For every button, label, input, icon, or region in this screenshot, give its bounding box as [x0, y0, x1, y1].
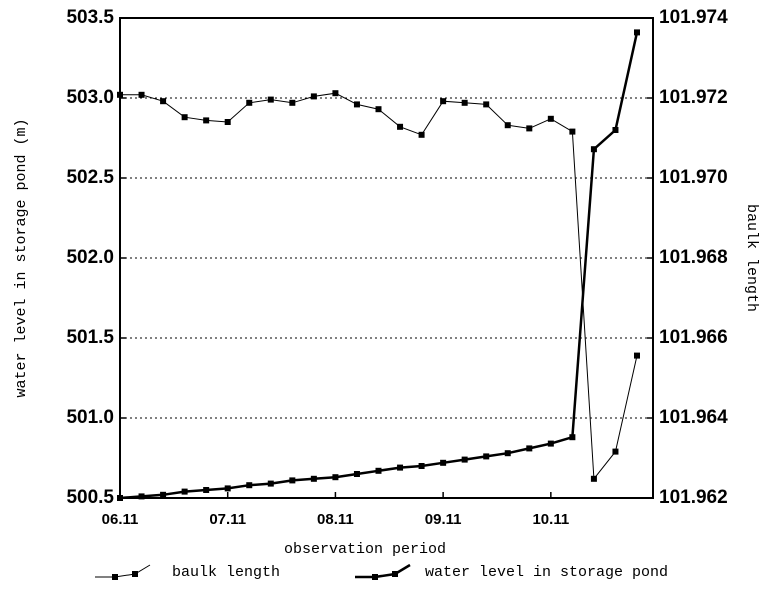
point-marker [181, 488, 188, 495]
point-marker [160, 491, 167, 498]
point-marker [117, 495, 123, 501]
legend-label: baulk length [172, 564, 280, 581]
y2-tick-label: 101.968 [659, 247, 728, 268]
point-marker [526, 445, 533, 452]
point-marker [504, 122, 511, 129]
point-marker [246, 99, 253, 106]
point-marker [332, 474, 339, 481]
point-marker [526, 125, 533, 132]
y-axis-label: water level in storage pond (m) [13, 118, 30, 397]
y2-tick-label: 101.972 [659, 87, 728, 108]
point-marker [461, 456, 468, 463]
point-marker [332, 90, 339, 97]
point-marker [612, 448, 619, 455]
point-marker [181, 114, 188, 121]
point-marker [117, 91, 123, 98]
legend-line [95, 564, 151, 578]
y2-tick-label: 101.964 [659, 407, 728, 428]
point-marker [138, 91, 145, 98]
x-tick-label: 09.11 [425, 511, 462, 528]
point-marker [353, 471, 360, 477]
point-marker [483, 453, 490, 460]
point-marker [504, 450, 511, 457]
point-marker [440, 459, 447, 466]
y2-tick-label: 101.966 [659, 327, 728, 348]
plot-frame [119, 17, 654, 499]
legend-marker [132, 571, 138, 577]
y-tick-label: 501.0 [66, 407, 114, 428]
point-marker [246, 482, 253, 489]
series-line [120, 92, 638, 481]
legend-marker [392, 571, 398, 577]
y2-tick-label: 101.970 [659, 167, 728, 188]
point-marker [547, 440, 554, 447]
point-marker [397, 464, 404, 471]
point-marker [224, 485, 231, 492]
y-tick-label: 502.5 [66, 167, 114, 188]
legend-line [355, 563, 411, 579]
point-marker [590, 475, 597, 482]
point-marker [289, 477, 296, 484]
point-marker [418, 463, 425, 469]
point-marker [203, 487, 210, 493]
point-marker [353, 101, 360, 108]
point-marker [310, 475, 317, 482]
point-marker [612, 127, 619, 133]
point-marker [310, 93, 317, 100]
y-tick-label: 501.5 [66, 327, 114, 348]
point-marker [547, 115, 554, 122]
point-marker [634, 352, 640, 359]
point-marker [483, 101, 490, 108]
legend-label: water level in storage pond [425, 564, 668, 581]
point-marker [569, 128, 576, 135]
point-marker [590, 146, 597, 153]
point-marker [375, 467, 382, 474]
series-line [119, 32, 639, 500]
point-marker [569, 434, 576, 441]
point-marker [267, 96, 274, 103]
x-tick-label: 08.11 [317, 511, 354, 528]
point-marker [224, 119, 231, 125]
point-marker [375, 106, 382, 113]
point-marker [289, 99, 296, 106]
y-tick-label: 503.5 [66, 7, 114, 28]
x-tick-label: 10.11 [532, 511, 569, 528]
y-tick-label: 500.5 [66, 487, 114, 508]
point-marker [138, 493, 145, 500]
legend-marker [112, 574, 118, 580]
y-tick-label: 503.0 [66, 87, 114, 108]
legend-marker [372, 574, 378, 580]
point-marker [160, 98, 167, 105]
y-tick-label: 502.0 [66, 247, 114, 268]
x-tick-label: 07.11 [209, 511, 246, 528]
y2-tick-label: 101.962 [659, 487, 728, 508]
point-marker [461, 99, 468, 106]
y2-axis-label: baulk length [743, 204, 760, 312]
x-tick-label: 06.11 [102, 511, 139, 528]
x-axis-label: observation period [284, 541, 446, 558]
point-marker [397, 123, 404, 130]
y2-tick-label: 101.974 [659, 7, 728, 28]
point-marker [418, 131, 425, 138]
point-marker [203, 117, 210, 124]
point-marker [634, 29, 640, 36]
point-marker [267, 480, 274, 487]
point-marker [440, 98, 447, 105]
